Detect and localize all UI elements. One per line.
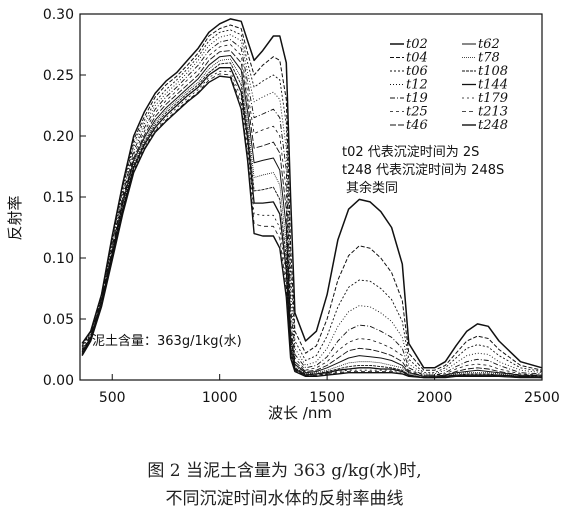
y-tick-label: 0.10	[43, 251, 74, 267]
figure-caption-line-1: 图 2 当泥土含量为 363 g/kg(水)时,	[147, 461, 422, 481]
series-line-t25	[81, 44, 543, 376]
x-tick-label: 1500	[309, 390, 345, 406]
series-line-t248	[81, 75, 542, 379]
legend-label: t06	[406, 64, 428, 79]
series-line-t12	[81, 34, 543, 375]
series-lines	[81, 18, 543, 379]
sediment-annotation: 泥土含量：363g/1kg(水)	[92, 333, 242, 349]
legend-label: t12	[406, 78, 428, 93]
y-tick-label: 0.00	[43, 373, 74, 389]
x-tick-label: 1000	[202, 390, 238, 406]
y-tick-label: 0.15	[43, 190, 74, 206]
y-tick-label: 0.05	[43, 312, 74, 328]
y-axis-title: 反射率	[6, 195, 24, 240]
x-tick-label: 500	[99, 390, 126, 406]
y-tick-label: 0.30	[43, 7, 74, 23]
reflectance-chart: 0.00 0.05 0.10 0.15 0.20 0.25 0.30 500 1000 1500…	[6, 7, 560, 422]
legend-label: t179	[478, 91, 508, 106]
x-axis-ticks: 500 1000 1500 2000 2500	[99, 374, 560, 406]
x-tick-label: 2000	[417, 390, 453, 406]
x-tick-label: 2500	[524, 390, 560, 406]
y-tick-label: 0.20	[43, 129, 74, 145]
series-line-t04	[81, 24, 543, 371]
x-axis-title: 波长 /nm	[268, 404, 332, 422]
legend-label: t19	[406, 91, 428, 106]
legend-label: t46	[406, 118, 428, 133]
legend-label: t144	[478, 78, 508, 93]
legend-label: t02	[406, 37, 428, 52]
legend-label: t108	[478, 64, 508, 79]
legend-label: t248	[478, 118, 508, 133]
annotation-line-3: 其余类同	[346, 180, 398, 196]
legend-label: t62	[478, 37, 500, 52]
plot-frame	[79, 13, 543, 381]
figure-caption-line-2: 不同沉淀时间水体的反射率曲线	[165, 489, 404, 509]
series-line-t19	[81, 39, 543, 376]
y-tick-label: 0.25	[43, 68, 74, 84]
legend-label: t78	[478, 51, 500, 66]
series-line-t78	[81, 58, 542, 377]
series-line-t02	[81, 18, 543, 369]
legend-label: t04	[406, 51, 428, 66]
y-axis-ticks: 0.00 0.05 0.10 0.15 0.20 0.25 0.30	[43, 7, 86, 389]
legend-label: t25	[406, 105, 428, 120]
series-line-t06	[81, 29, 543, 374]
annotation-line-2: t248 代表沉淀时间为 248S	[342, 163, 504, 178]
series-line-t108	[81, 62, 542, 379]
legend: t02t04t06t12t19t25t46t62t78t108t144t179t…	[390, 37, 508, 133]
legend-label: t213	[478, 105, 508, 120]
series-line-t144	[81, 67, 543, 379]
series-line-t179	[81, 70, 542, 378]
annotation-line-1: t02 代表沉淀时间为 2S	[342, 145, 479, 160]
